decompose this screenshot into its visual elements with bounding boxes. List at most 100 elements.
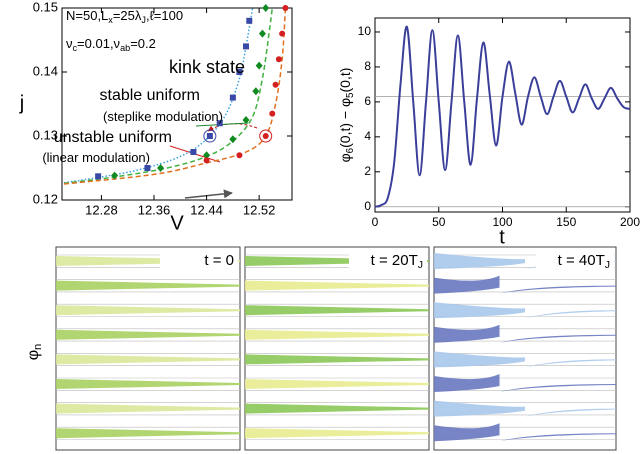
x-tick-label: 200	[620, 215, 640, 229]
text-part: kink state	[169, 57, 245, 77]
strip	[245, 305, 429, 316]
x-tick-label: 150	[556, 215, 576, 229]
text-part: unstable uniform	[54, 129, 172, 146]
marker	[279, 30, 286, 37]
text-part: φ	[25, 350, 42, 360]
highlight	[259, 129, 273, 143]
curve	[63, 7, 287, 185]
x-tick-label: 12.44	[190, 202, 223, 217]
marker	[144, 165, 151, 171]
x-axis-label: V	[170, 212, 184, 234]
marker	[95, 173, 102, 180]
subscript: c	[73, 43, 78, 53]
marker	[203, 151, 211, 160]
strip	[434, 324, 616, 343]
text-part: (0,t)	[337, 68, 353, 93]
marker	[275, 56, 282, 63]
text-part: =0.2	[130, 36, 156, 51]
subscript: 6	[345, 147, 356, 153]
strip	[434, 374, 616, 392]
marker	[236, 69, 243, 75]
marker	[246, 17, 253, 24]
strip	[434, 351, 616, 368]
y-axis-label: j	[19, 92, 24, 114]
text-part: ,ℓ=100	[146, 8, 183, 23]
marker	[242, 116, 250, 124]
marker	[157, 164, 165, 172]
snapshot-frame	[55, 246, 241, 451]
marker	[272, 81, 279, 88]
strip	[245, 280, 429, 291]
highlight	[203, 129, 217, 143]
text-part: N=50,L	[66, 8, 108, 23]
marker	[243, 43, 249, 50]
marker	[203, 157, 210, 164]
strip	[245, 403, 429, 414]
strip	[434, 400, 616, 417]
marker	[229, 135, 237, 144]
y-tick-label: 0.13	[33, 127, 58, 142]
subscript: J	[605, 259, 610, 271]
label-bg	[536, 249, 614, 271]
strip	[434, 423, 616, 442]
subscript: n	[32, 344, 44, 350]
marker	[255, 61, 263, 70]
strip	[56, 428, 240, 439]
strip	[56, 329, 240, 340]
marker	[216, 120, 223, 127]
panel-label: t = 20TJ​	[371, 252, 423, 271]
y-tick-label: 4	[364, 129, 371, 143]
panel-label: t = 40TJ​	[558, 252, 610, 271]
text-part: =0.01,ν	[77, 36, 120, 51]
label-bg	[349, 249, 427, 271]
y-tick-label: 6	[364, 94, 371, 108]
text-part: =25λ	[113, 8, 142, 23]
label-bg	[160, 249, 238, 271]
x-tick-label: 12.36	[138, 202, 171, 217]
strip	[245, 256, 429, 266]
plot-frame	[61, 7, 293, 201]
strip	[56, 305, 240, 316]
text-part: (linear modulation)	[42, 150, 150, 165]
text-part: stable uniform	[100, 87, 201, 104]
y-tick-label: 10	[358, 24, 372, 38]
subscript: J	[141, 15, 146, 25]
text-part: t = 0	[204, 252, 234, 269]
annotation: (steplike modulation)	[103, 109, 223, 124]
annotation: (linear modulation)	[42, 150, 150, 165]
strip	[245, 379, 429, 389]
line	[374, 25, 631, 208]
strip	[56, 256, 240, 266]
strip	[56, 280, 240, 291]
y-axis-label: φn​	[25, 344, 44, 361]
marker	[229, 94, 236, 101]
x-tick-label: 0	[372, 215, 379, 229]
marker	[190, 149, 197, 155]
strip	[245, 354, 429, 365]
text-part: ν	[66, 36, 73, 51]
annotation: νc​=0.01,νab​=0.2	[66, 36, 156, 53]
subscript: 5	[345, 92, 356, 98]
marker	[282, 5, 289, 11]
x-tick-label: 12.52	[243, 202, 276, 217]
annotation: stable uniform	[100, 87, 201, 104]
marker	[236, 152, 243, 159]
text-part: (0,t) − φ	[337, 98, 353, 148]
marker	[111, 171, 119, 180]
marker	[252, 87, 260, 96]
annotation: N=50,Lx​=25λJ​,ℓ=100	[66, 8, 183, 25]
marker	[262, 4, 270, 12]
y-tick-label: 0.15	[33, 0, 58, 14]
snapshot-frame	[244, 246, 430, 451]
annotation: kink state	[169, 57, 245, 77]
snapshot-frame	[433, 246, 617, 451]
marker	[258, 29, 266, 38]
y-axis-label: φ6​(0,t) − φ5​(0,t)	[337, 68, 356, 163]
x-tick-label: 12.28	[85, 202, 118, 217]
text-part: t = 40T	[558, 252, 605, 269]
strip	[56, 354, 240, 365]
strip	[56, 403, 240, 414]
strip	[434, 275, 616, 294]
text-part: t = 20T	[371, 252, 418, 269]
